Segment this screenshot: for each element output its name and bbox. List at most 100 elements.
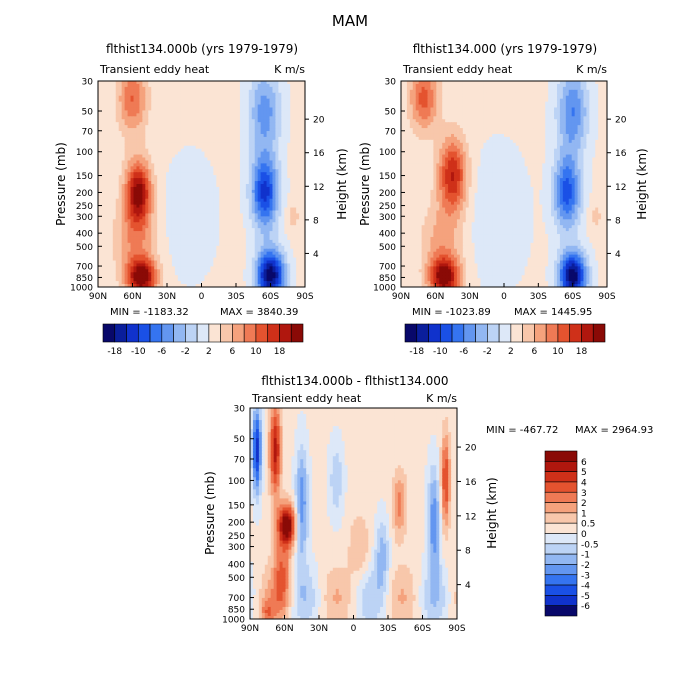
field-cell xyxy=(160,248,164,253)
field-cell xyxy=(118,116,123,120)
field-cell xyxy=(151,284,155,287)
field-cell xyxy=(142,151,146,156)
field-cell xyxy=(302,195,305,200)
field-cell xyxy=(204,184,209,188)
field-cell xyxy=(160,139,164,144)
field-cell xyxy=(228,125,232,129)
field-cell xyxy=(163,207,167,212)
field-cell xyxy=(112,184,117,188)
field-cell xyxy=(219,272,223,276)
y-right-tick-label: 8 xyxy=(313,216,319,226)
field-cell xyxy=(266,104,271,109)
field-cell xyxy=(201,189,206,194)
field-cell xyxy=(142,266,146,270)
field-cell xyxy=(266,113,271,117)
field-cell xyxy=(290,172,294,176)
field-cell xyxy=(213,239,217,244)
field-cell xyxy=(112,145,117,150)
field-cell xyxy=(177,92,182,97)
field-cell xyxy=(118,95,123,100)
field-cell xyxy=(98,83,102,88)
field-cell xyxy=(302,210,305,215)
field-cell xyxy=(121,263,126,267)
field-cell xyxy=(127,236,132,241)
field-cell xyxy=(103,254,108,259)
field-cell xyxy=(174,245,179,250)
field-cell xyxy=(109,157,114,162)
field-cell xyxy=(299,269,303,273)
field-cell xyxy=(242,154,247,159)
field-cell xyxy=(166,213,170,217)
field-cell xyxy=(293,107,297,112)
field-cell xyxy=(121,136,126,141)
field-cell xyxy=(284,119,288,123)
field-cell xyxy=(275,184,279,188)
field-cell xyxy=(186,125,191,129)
field-cell xyxy=(157,278,161,282)
field-cell xyxy=(151,219,155,223)
field-cell xyxy=(219,198,223,203)
field-cell xyxy=(103,181,108,185)
colorbar-label: -10 xyxy=(131,347,146,357)
field-cell xyxy=(225,95,229,100)
field-cell xyxy=(278,239,282,244)
field-cell xyxy=(204,275,209,279)
field-cell xyxy=(189,257,194,262)
field-cell xyxy=(216,219,220,223)
field-cell xyxy=(124,266,129,270)
field-cell xyxy=(296,125,300,129)
field-cell xyxy=(100,260,105,265)
field-cell xyxy=(290,189,294,194)
field-cell xyxy=(290,219,294,223)
field-cell xyxy=(127,145,132,150)
field-cell xyxy=(287,195,291,200)
field-cell xyxy=(269,151,274,156)
field-cell xyxy=(248,160,253,164)
field-cell xyxy=(275,81,279,85)
field-cell xyxy=(168,263,173,267)
field-cell xyxy=(236,104,241,109)
field-cell xyxy=(192,269,197,273)
field-cell xyxy=(284,242,288,247)
field-cell xyxy=(275,281,279,285)
field-cell xyxy=(98,251,102,256)
field-cell xyxy=(109,83,114,88)
field-cell xyxy=(151,281,155,285)
field-cell xyxy=(142,198,146,203)
field-cell xyxy=(124,254,129,259)
field-cell xyxy=(302,257,305,262)
field-cell xyxy=(281,278,285,282)
field-cell xyxy=(118,195,123,200)
field-cell xyxy=(121,210,126,215)
field-cell xyxy=(192,83,197,88)
field-cell xyxy=(278,169,282,173)
field-cell xyxy=(269,107,274,112)
field-cell xyxy=(275,201,279,206)
field-cell xyxy=(145,254,149,259)
field-cell xyxy=(287,89,291,94)
field-cell xyxy=(130,189,135,194)
field-cell xyxy=(204,125,209,129)
field-cell xyxy=(98,284,102,287)
field-cell xyxy=(160,110,164,114)
field-cell xyxy=(195,166,200,170)
field-cell xyxy=(192,175,197,179)
field-cell xyxy=(275,125,279,129)
field-cell xyxy=(154,92,158,97)
field-cell xyxy=(124,139,129,144)
field-cell xyxy=(242,222,247,226)
field-cell xyxy=(142,98,146,103)
field-cell xyxy=(290,257,294,262)
field-cell xyxy=(145,181,149,185)
field-cell xyxy=(189,128,194,132)
field-cell xyxy=(112,92,117,97)
field-cell xyxy=(210,204,214,209)
field-cell xyxy=(171,204,176,209)
field-cell xyxy=(133,228,138,232)
field-cell xyxy=(198,104,203,109)
field-cell xyxy=(266,275,271,279)
field-cell xyxy=(145,189,149,194)
field-cell xyxy=(228,216,232,220)
field-cell xyxy=(251,266,256,270)
field-cell xyxy=(192,272,197,276)
